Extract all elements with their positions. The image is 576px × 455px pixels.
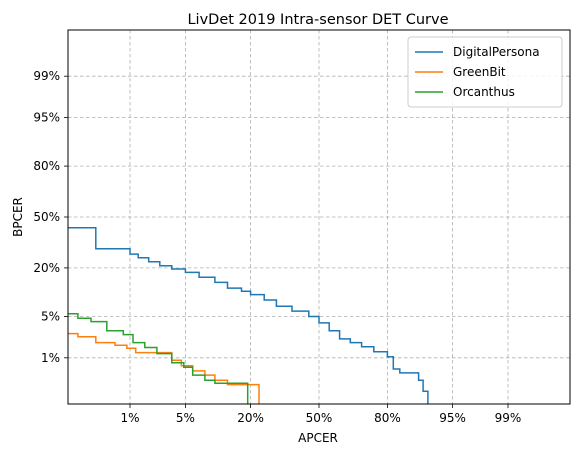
- x-tick-label: 50%: [306, 411, 333, 425]
- series-lines: [68, 226, 429, 404]
- x-tick-label: 5%: [176, 411, 195, 425]
- legend-label: GreenBit: [453, 65, 506, 79]
- x-tick-label: 1%: [120, 411, 139, 425]
- y-tick-label: 50%: [33, 210, 60, 224]
- y-tick-label: 80%: [33, 159, 60, 173]
- y-tick-label: 20%: [33, 261, 60, 275]
- legend: DigitalPersona GreenBit Orcanthus: [407, 36, 563, 108]
- chart-title: LivDet 2019 Intra-sensor DET Curve: [187, 12, 448, 28]
- y-axis-label: BPCER: [11, 197, 25, 237]
- x-tick-label: 20%: [237, 411, 264, 425]
- x-tick-label: 80%: [374, 411, 401, 425]
- y-tick-label: 99%: [33, 69, 60, 83]
- y-tick-label: 95%: [33, 111, 60, 125]
- series-line-digitalpersona: [68, 226, 429, 404]
- y-axis: 1% 5% 20% 50% 80% 95% 99%: [33, 69, 68, 365]
- y-tick-label: 5%: [41, 310, 60, 324]
- x-tick-label: 95%: [439, 411, 466, 425]
- y-tick-label: 1%: [41, 351, 60, 365]
- series-line-orcanthus: [68, 312, 249, 404]
- legend-frame: [407, 36, 563, 108]
- legend-label: DigitalPersona: [453, 45, 540, 59]
- x-axis: 1% 5% 20% 50% 80% 95% 99%: [120, 404, 521, 425]
- x-axis-label: APCER: [298, 431, 338, 445]
- legend-label: Orcanthus: [453, 85, 515, 99]
- x-tick-label: 99%: [495, 411, 522, 425]
